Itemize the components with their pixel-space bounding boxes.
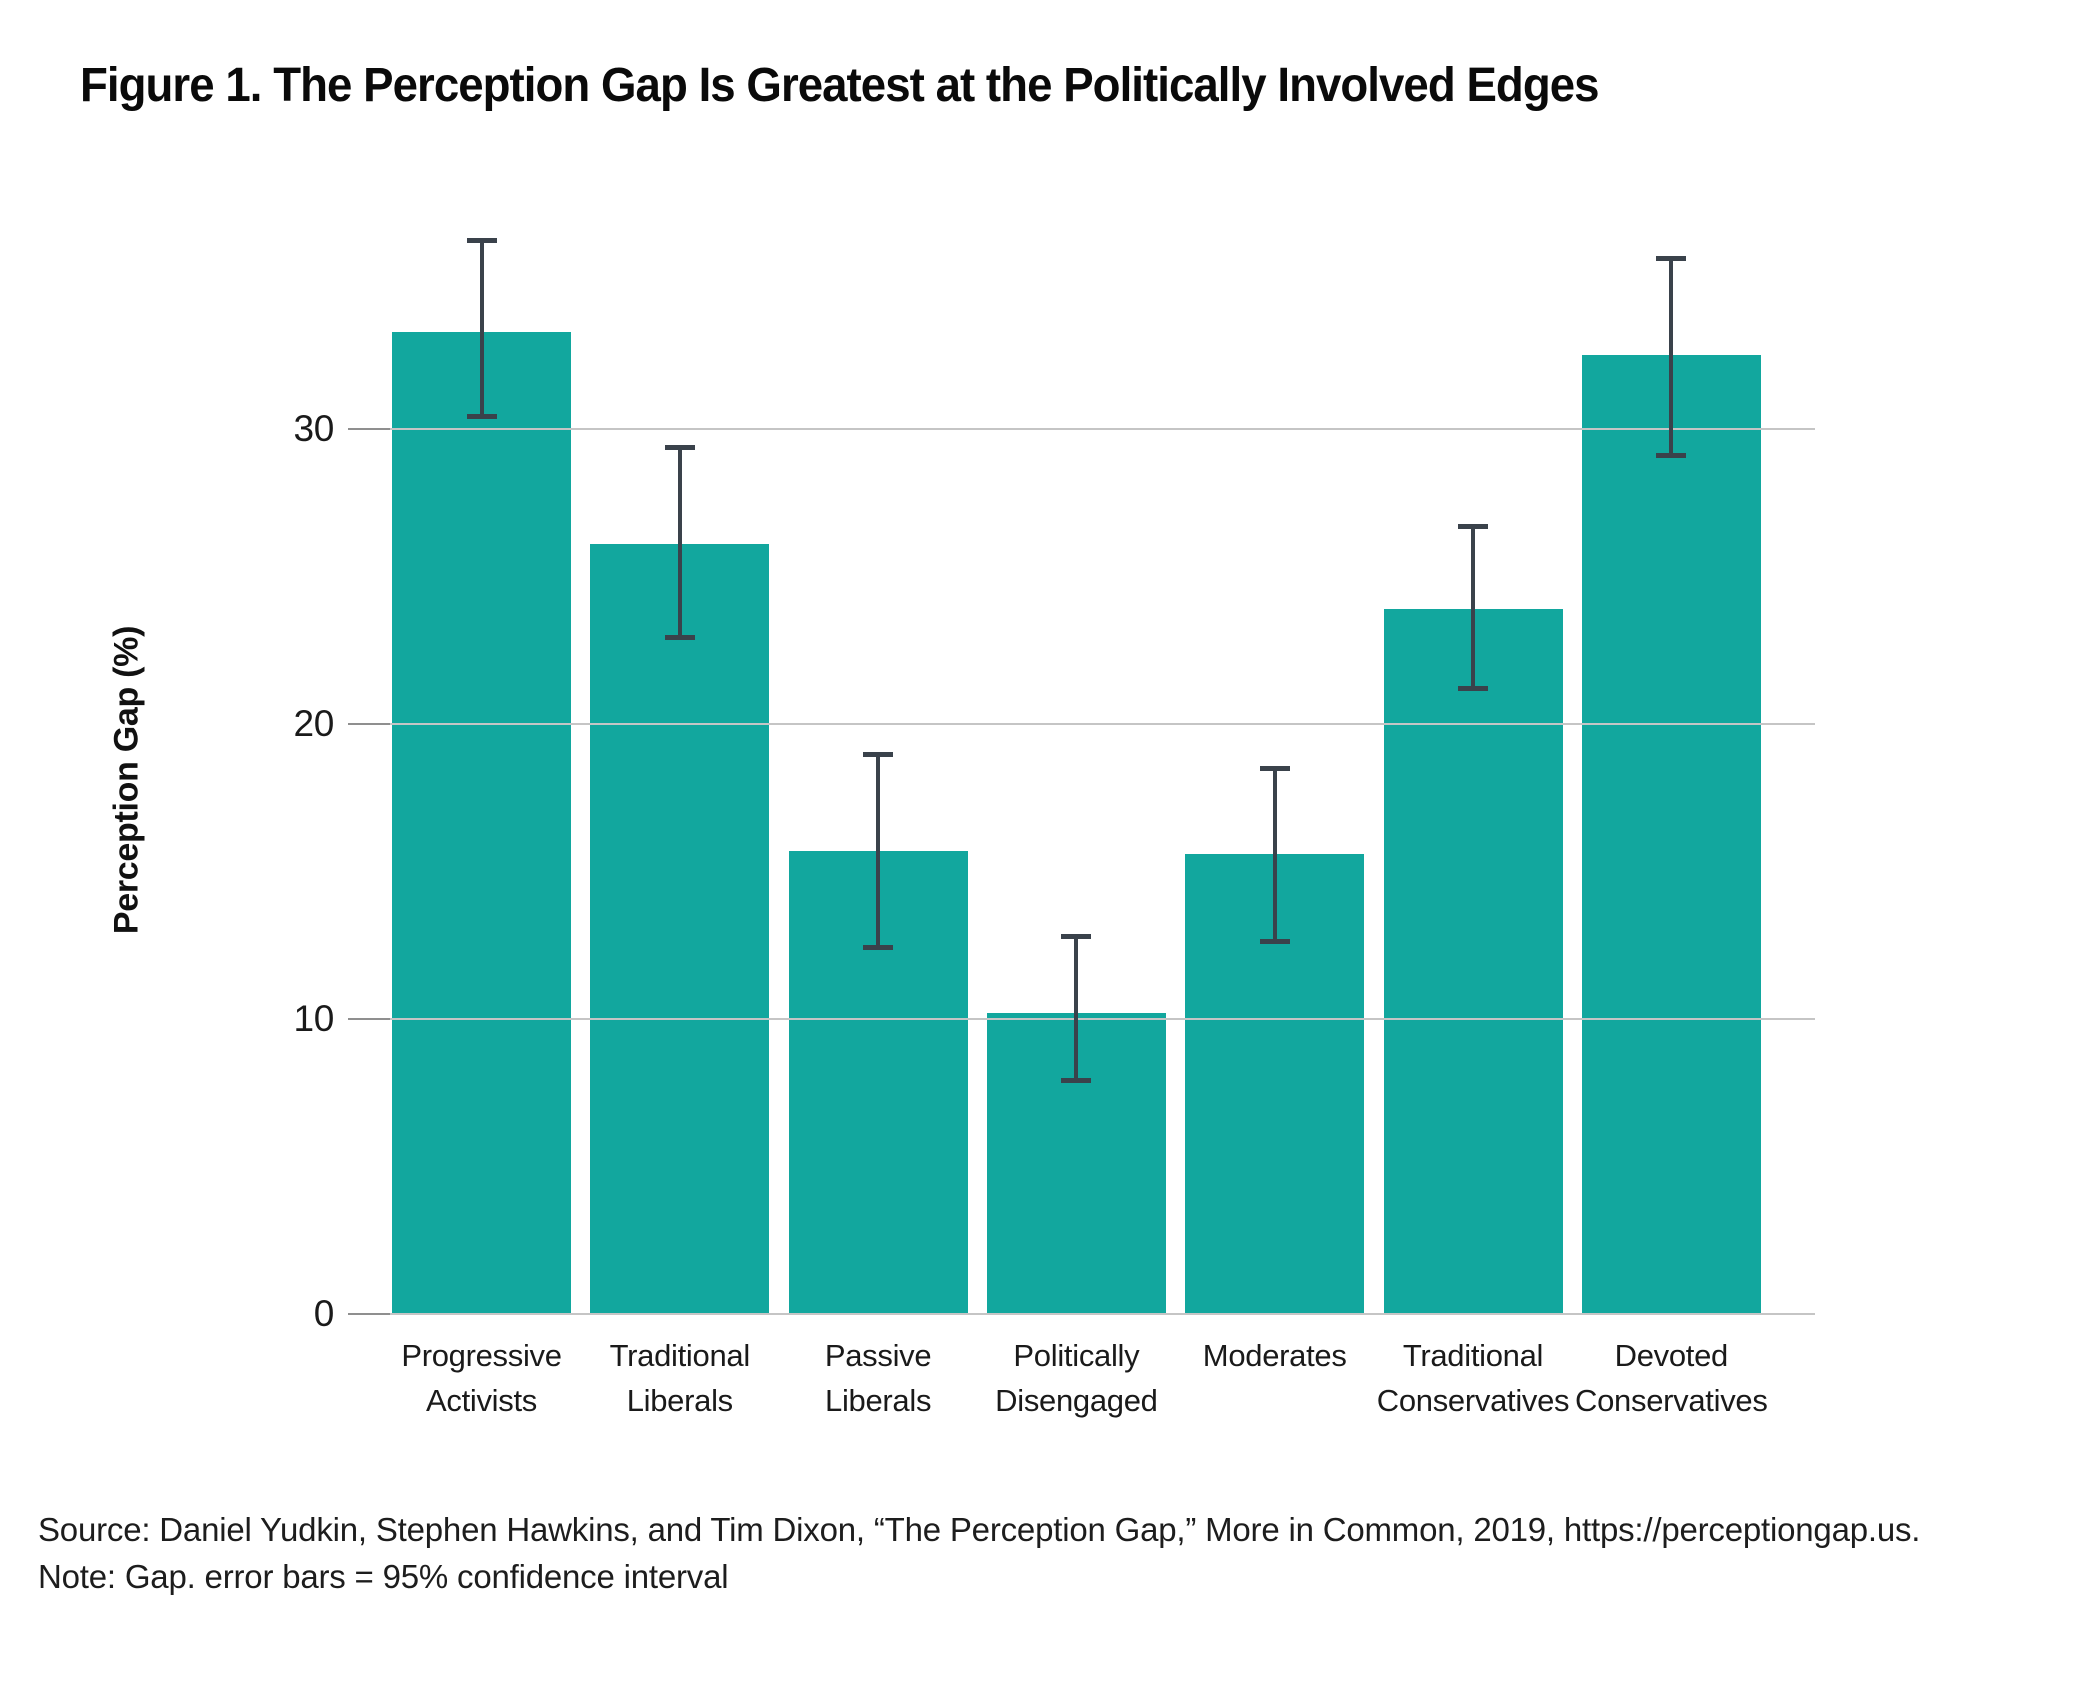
category-label-traditional-liberals: Traditional Liberals [540,1333,820,1423]
error-bar-cap-top [1061,934,1092,940]
error-bar-line [1471,526,1475,689]
category-label-line: Conservatives [1575,1383,1768,1418]
category-label-line: Conservatives [1376,1383,1570,1418]
category-label-traditional-conservatives: Traditional Conservatives [1333,1333,1613,1423]
source-citation: Source: Daniel Yudkin, Stephen Hawkins, … [38,1511,1921,1548]
tick-mark-10 [348,1018,390,1020]
category-label-line: Traditional [609,1338,751,1373]
error-bar-cap-top [1458,524,1488,530]
error-bar-cap-top [466,238,497,244]
y-axis-label: Perception Gap (%) [107,625,146,935]
error-bar-cap-bottom [664,635,695,641]
category-label-line: Passive [824,1338,932,1373]
error-bar-cap-top [1259,766,1290,772]
error-bar-line [1272,768,1277,943]
category-label-passive-liberals: Passive Liberals [738,1333,1018,1423]
bar-devoted-conservatives [1581,355,1761,1314]
gridline-30 [348,428,1815,430]
error-bar-cap-bottom [1458,685,1488,691]
y-tick-label-30: 30 [293,408,334,449]
category-label-devoted-conservatives: Devoted Conservatives [1531,1333,1811,1423]
error-bar-cap-top [863,751,894,757]
error-bar-cap-bottom [1061,1077,1092,1083]
error-bar-cap-bottom [466,414,497,420]
category-label-line: Politically [1013,1338,1140,1373]
y-tick-label-10: 10 [293,998,334,1039]
error-bar-cap-bottom [1259,939,1290,945]
error-bar-line [677,446,682,639]
bar-traditional-liberals [590,544,770,1314]
category-label-progressive-activists: Progressive Activists [342,1333,622,1423]
tick-mark-0 [348,1313,390,1315]
gridline-0 [348,1313,1815,1315]
error-bar-cap-top [664,444,695,450]
tick-mark-20 [348,723,390,725]
error-bar-line [1669,257,1674,456]
error-bar-cap-bottom [1656,452,1687,458]
category-label-moderates: Moderates [1135,1333,1415,1378]
error-bar-line [1074,936,1079,1081]
gridline-10 [348,1018,1815,1020]
tick-mark-30 [348,428,390,430]
note-text: Note: Gap. error bars = 95% confidence i… [38,1558,729,1595]
error-bar-cap-bottom [863,945,894,951]
category-label-line: Traditional [1402,1338,1544,1373]
bar-progressive-activists [392,331,571,1314]
category-label-line: Liberals [825,1383,932,1418]
y-tick-label-20: 20 [293,703,334,744]
bar-traditional-conservatives [1383,608,1563,1314]
gridline-20 [348,723,1815,725]
category-label-politically-disengaged: Politically Disengaged [936,1333,1216,1423]
category-label-line: Progressive [401,1338,562,1373]
error-bar-cap-top [1656,255,1687,261]
category-label-line: Devoted [1614,1338,1729,1373]
category-label-line: Disengaged [995,1383,1158,1418]
error-bar-line [876,753,881,949]
y-tick-label-0: 0 [313,1293,335,1334]
category-label-line: Moderates [1202,1338,1347,1373]
chart-title: Figure 1. The Perception Gap Is Greatest… [80,59,1600,112]
error-bar-line [479,240,484,418]
category-label-line: Liberals [626,1383,733,1418]
category-label-line: Activists [426,1383,537,1418]
